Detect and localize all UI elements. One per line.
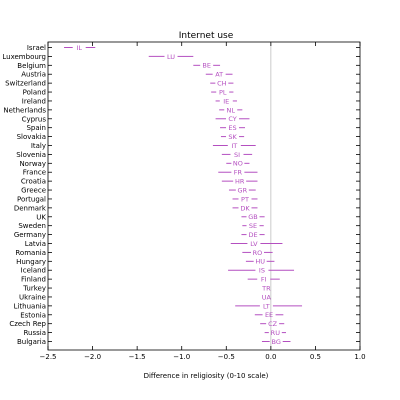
country-code-marker: IL: [76, 44, 82, 52]
country-code-marker: RU: [271, 329, 281, 337]
country-code-marker: SE: [249, 222, 257, 230]
country-code-marker: NL: [227, 106, 236, 114]
country-code-marker: IE: [223, 97, 229, 105]
country-label: Portugal: [17, 195, 46, 203]
country-code-marker: LV: [250, 240, 258, 248]
country-code-marker: RO: [253, 249, 263, 257]
country-code-marker: PL: [219, 88, 227, 96]
country-code-marker: CY: [228, 115, 236, 123]
country-label: Ireland: [22, 97, 46, 105]
country-label: Luxembourg: [2, 53, 46, 61]
country-label: Latvia: [25, 240, 46, 248]
country-label: Italy: [31, 142, 46, 150]
country-label: Hungary: [16, 258, 46, 266]
country-code-marker: CH: [217, 80, 227, 88]
country-code-marker: GR: [238, 186, 248, 194]
country-code-marker: LU: [167, 53, 175, 61]
country-code-marker: AT: [215, 71, 223, 79]
country-code-marker: FI: [261, 276, 267, 284]
country-code-marker: DE: [248, 231, 257, 239]
country-code-marker: EE: [265, 311, 273, 319]
x-tick-label: −2.0: [84, 353, 101, 361]
country-label: UK: [36, 213, 46, 221]
country-code-marker: ES: [228, 124, 236, 132]
country-code-marker: CZ: [268, 320, 278, 328]
plot-area: −2.5 −2.0 −1.5 −1.0 −0.5 0.0 0.5 1.0 Israel IL Lux…: [2, 41, 366, 361]
country-label: Iceland: [21, 267, 46, 275]
country-code-marker: LT: [263, 302, 270, 310]
country-label: Sweden: [18, 222, 46, 230]
country-code-marker: IT: [231, 142, 237, 150]
country-code-marker: DK: [240, 204, 250, 212]
plot-frame: [47, 41, 361, 351]
x-tick-label: 1.0: [354, 353, 365, 361]
country-code-marker: TR: [261, 284, 271, 292]
country-label: Russia: [23, 329, 46, 337]
country-label: Switzerland: [5, 80, 46, 88]
country-label: Slovenia: [16, 151, 46, 159]
country-label: Finland: [21, 276, 46, 284]
x-tick-label: −0.5: [218, 353, 235, 361]
x-tick-label: 0.0: [265, 353, 276, 361]
country-code-marker: NO: [233, 160, 243, 168]
country-label: Israel: [27, 44, 46, 52]
country-label: Norway: [19, 160, 46, 168]
country-label: Netherlands: [3, 106, 46, 114]
country-label: France: [23, 169, 46, 177]
country-label: Slovakia: [17, 133, 46, 141]
country-code-marker: SI: [234, 151, 240, 159]
country-code-marker: PT: [241, 195, 249, 203]
country-label: Germany: [14, 231, 46, 239]
country-code-marker: IS: [259, 267, 265, 275]
country-label: Belgium: [17, 62, 46, 70]
country-label: Romania: [15, 249, 46, 257]
country-label: Lithuania: [14, 302, 46, 310]
country-label: Greece: [21, 187, 46, 195]
country-label: Poland: [23, 89, 46, 97]
country-label: Bulgaria: [17, 338, 46, 346]
country-code-marker: FR: [234, 169, 243, 177]
country-code-marker: GB: [248, 213, 258, 221]
country-label: Czech Rep: [9, 320, 46, 328]
x-tick-label: 0.5: [310, 353, 321, 361]
country-label: Spain: [26, 124, 46, 132]
country-code-marker: UA: [262, 293, 272, 301]
country-code-marker: HU: [255, 258, 265, 266]
country-label: Ukraine: [19, 293, 46, 301]
country-code-marker: SK: [228, 133, 237, 141]
x-axis-label: Difference in religiosity (0-10 scale): [144, 372, 269, 380]
x-tick-label: −1.5: [129, 353, 146, 361]
country-code-marker: BG: [272, 338, 281, 346]
chart-title: Internet use: [179, 31, 234, 41]
country-code-marker: BE: [202, 62, 211, 70]
country-code-marker: HR: [235, 178, 245, 186]
country-label: Croatia: [21, 178, 46, 186]
country-label: Austria: [21, 71, 46, 79]
country-label: Estonia: [20, 311, 46, 319]
country-label: Denmark: [14, 204, 47, 212]
country-label: Turkey: [22, 285, 46, 293]
x-tick-label: −2.5: [40, 353, 57, 361]
x-tick-label: −1.0: [173, 353, 190, 361]
country-label: Cyprus: [22, 115, 47, 123]
